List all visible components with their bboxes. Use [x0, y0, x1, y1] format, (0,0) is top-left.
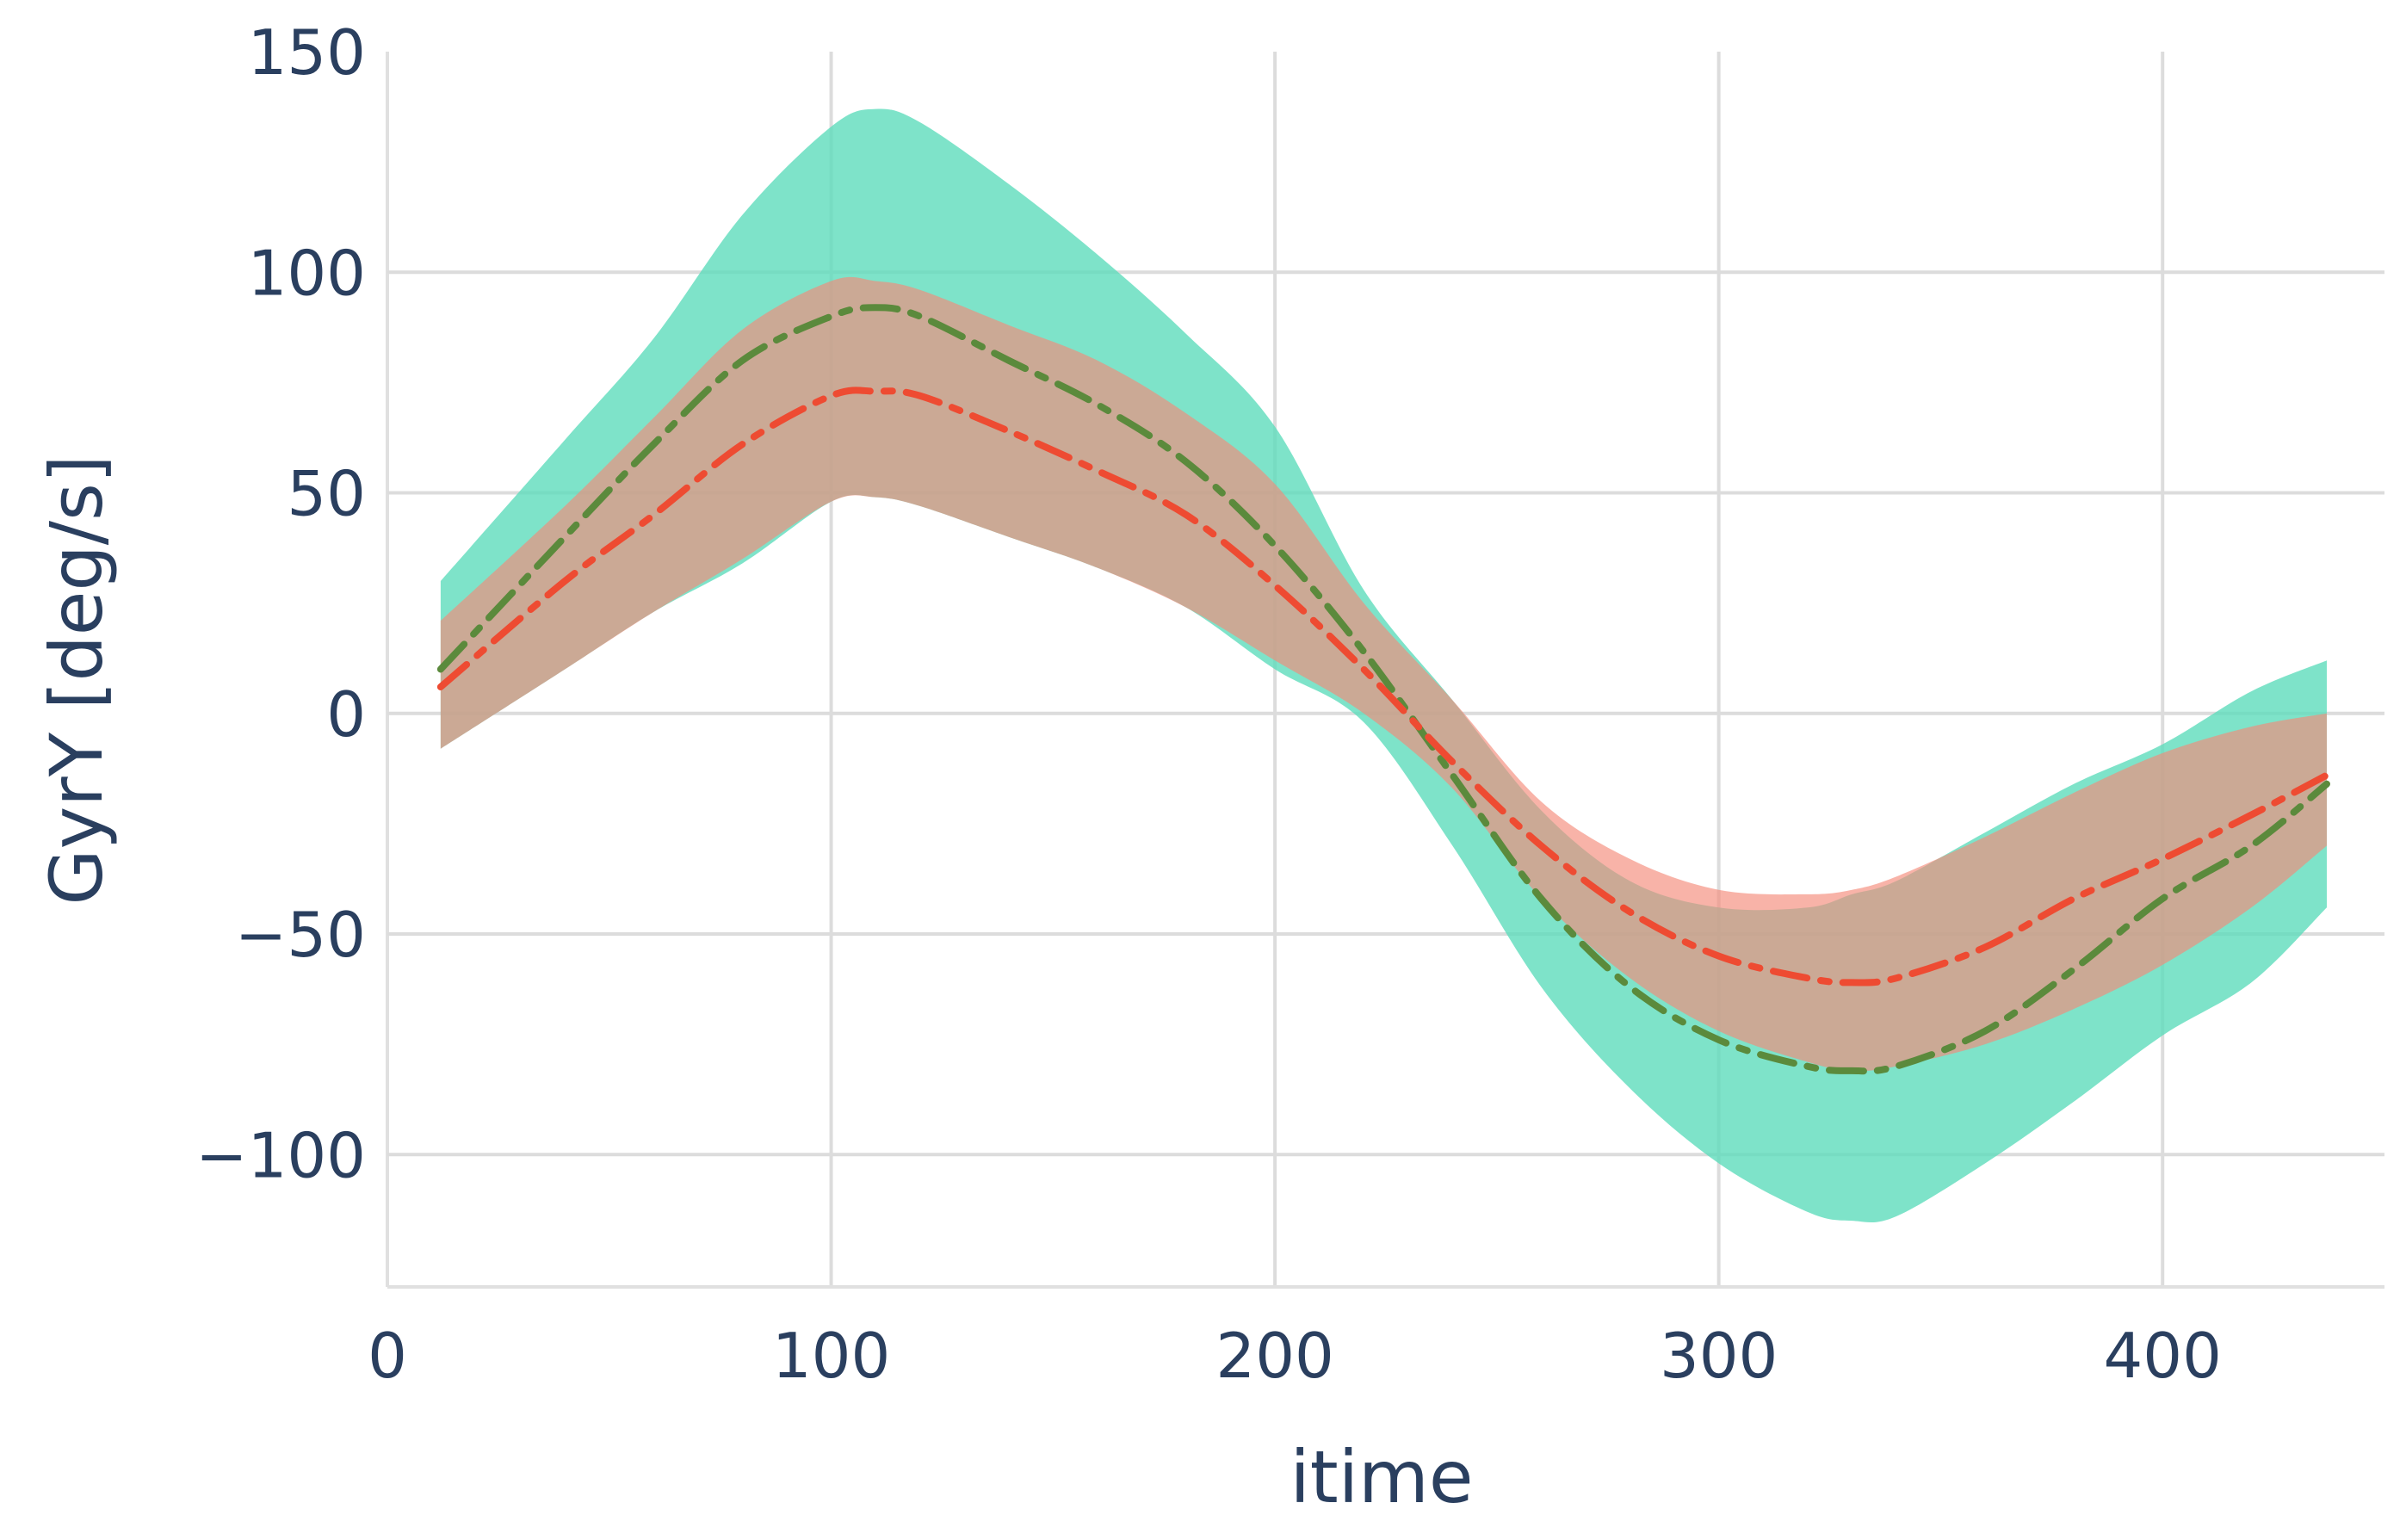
y-tick-label: 50	[287, 458, 366, 530]
tick-labels: 0 100 200 300 400 −100 −50 0 50 100 150	[195, 16, 2222, 1392]
y-tick-label: 150	[248, 16, 366, 89]
x-axis-title: itime	[1290, 1435, 1473, 1519]
y-tick-label: 0	[326, 678, 366, 751]
series-line-1	[436, 387, 2330, 986]
x-tick-label: 200	[1215, 1320, 1333, 1392]
series-line-0	[436, 304, 2330, 1075]
mean-lines	[436, 304, 2330, 1075]
y-tick-label: 100	[248, 237, 366, 309]
x-tick-label: 300	[1660, 1320, 1778, 1392]
y-axis-title: GyrY [deg/s]	[34, 455, 119, 905]
x-tick-label: 400	[2104, 1320, 2222, 1392]
confidence-bands	[440, 108, 2327, 1223]
x-tick-label: 100	[772, 1320, 890, 1392]
x-tick-label: 0	[368, 1320, 407, 1392]
y-tick-label: −100	[195, 1119, 366, 1191]
grid	[386, 52, 2384, 1289]
y-tick-label: −50	[235, 899, 366, 971]
